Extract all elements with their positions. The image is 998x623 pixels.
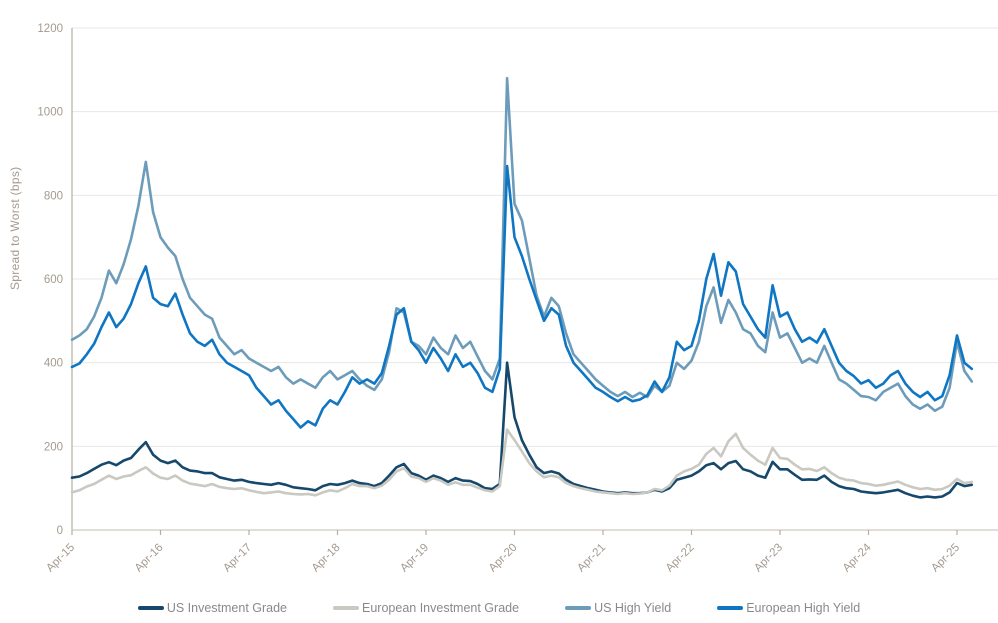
svg-text:0: 0 [57,525,63,537]
line-swatch-icon [717,606,744,610]
legend-item-us-investment-grade: US Investment Grade [137,601,288,615]
axes [71,28,998,531]
legend-label: European Investment Grade [362,601,520,615]
line-swatch-icon [137,606,164,610]
svg-text:Apr-23: Apr-23 [752,542,785,575]
series-line-us-high-yield [70,76,974,413]
series-line-us-investment-grade [70,361,974,499]
svg-text:400: 400 [44,358,63,370]
series-lines [70,76,974,499]
series-line-european-high-yield [70,164,974,429]
gridlines [72,27,998,447]
legend-label: US High Yield [594,601,672,615]
x-tick-labels: Apr-15 Apr-16 Apr-17 Apr-18 Apr-19 Apr-20 Apr-… [44,530,962,575]
y-axis-title: Spread to Worst (bps) [8,166,22,290]
svg-text:Apr-20: Apr-20 [487,542,520,575]
svg-text:Apr-16: Apr-16 [133,542,166,575]
legend: US Investment Grade European Investment … [0,601,998,615]
series-line-european-investment-grade [70,428,974,497]
svg-text:Apr-19: Apr-19 [398,542,431,575]
svg-text:1200: 1200 [37,23,63,35]
y-tick-labels: 0 200 400 600 800 1000 1200 [37,23,63,537]
svg-text:Apr-22: Apr-22 [664,542,697,575]
svg-text:200: 200 [44,441,63,453]
svg-text:Apr-21: Apr-21 [575,542,608,575]
svg-text:Apr-24: Apr-24 [841,541,874,574]
svg-text:Apr-25: Apr-25 [929,542,962,575]
svg-text:800: 800 [44,190,63,202]
legend-item-european-investment-grade: European Investment Grade [333,601,519,615]
line-swatch-icon [333,606,360,610]
svg-text:600: 600 [44,274,63,286]
svg-text:1000: 1000 [37,107,63,119]
legend-item-us-high-yield: US High Yield [565,601,671,615]
line-swatch-icon [565,606,592,610]
svg-text:Apr-17: Apr-17 [221,542,254,575]
legend-item-european-high-yield: European High Yield [717,601,860,615]
svg-text:Apr-15: Apr-15 [44,542,77,575]
legend-label: European High Yield [746,601,861,615]
svg-text:Apr-18: Apr-18 [310,542,343,575]
legend-label: US Investment Grade [166,601,288,615]
